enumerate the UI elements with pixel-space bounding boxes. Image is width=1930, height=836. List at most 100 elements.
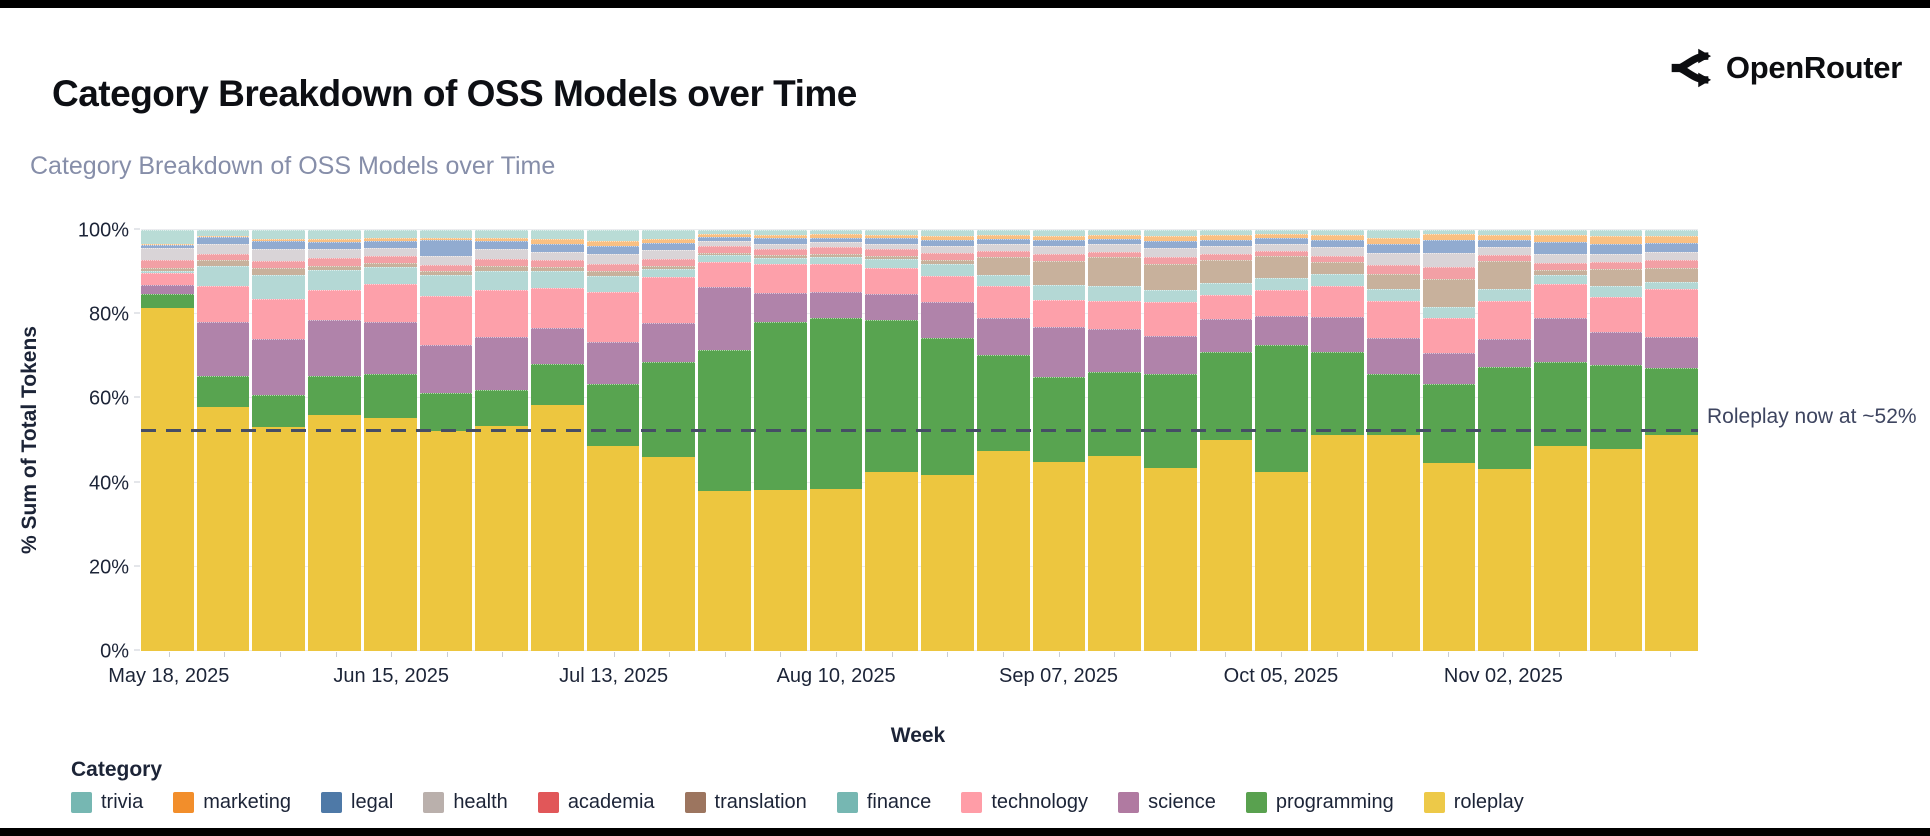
bar-segment-marketing[interactable] — [363, 238, 417, 241]
legend-item-health[interactable]: health — [423, 791, 508, 814]
bar-segment-technology[interactable] — [698, 262, 751, 287]
bar-segment-health[interactable] — [1422, 253, 1476, 267]
bar-segment-roleplay[interactable] — [1366, 435, 1420, 651]
bar-segment-finance[interactable] — [921, 264, 974, 276]
bar-segment-marketing[interactable] — [308, 239, 361, 242]
bar-segment-academia[interactable] — [1478, 255, 1531, 261]
bar-segment-translation[interactable] — [809, 254, 863, 257]
bar-segment-academia[interactable] — [642, 258, 696, 266]
bar-segment-health[interactable] — [865, 243, 919, 249]
bar-week-3[interactable] — [308, 230, 361, 651]
bar-segment-legal[interactable] — [1199, 239, 1253, 247]
bar-segment-roleplay[interactable] — [1422, 463, 1476, 651]
bar-segment-health[interactable] — [1143, 247, 1197, 257]
bar-week-8[interactable] — [586, 230, 640, 651]
bar-week-2[interactable] — [252, 230, 306, 651]
bar-segment-roleplay[interactable] — [809, 488, 863, 651]
bar-segment-technology[interactable] — [642, 277, 696, 324]
bar-segment-legal[interactable] — [308, 241, 361, 250]
bar-segment-health[interactable] — [475, 248, 529, 259]
bar-segment-roleplay[interactable] — [753, 490, 807, 651]
bar-segment-academia[interactable] — [1255, 250, 1309, 256]
bar-segment-academia[interactable] — [1143, 257, 1197, 265]
bar-segment-science[interactable] — [1143, 335, 1197, 374]
bar-segment-marketing[interactable] — [1088, 235, 1141, 239]
bar-segment-programming[interactable] — [1645, 368, 1699, 436]
bar-segment-finance[interactable] — [865, 258, 919, 268]
bar-segment-trivia[interactable] — [753, 230, 807, 236]
bar-segment-roleplay[interactable] — [1255, 471, 1309, 651]
bar-segment-academia[interactable] — [196, 253, 250, 261]
bar-segment-health[interactable] — [921, 245, 974, 253]
bar-segment-translation[interactable] — [1533, 270, 1587, 276]
bar-segment-academia[interactable] — [865, 249, 919, 256]
bar-segment-academia[interactable] — [753, 248, 807, 256]
bar-segment-finance[interactable] — [1589, 286, 1643, 297]
bar-segment-marketing[interactable] — [976, 235, 1030, 239]
bar-segment-roleplay[interactable] — [141, 308, 194, 651]
bar-segment-roleplay[interactable] — [1478, 469, 1531, 651]
bar-segment-translation[interactable] — [252, 268, 306, 276]
bar-segment-technology[interactable] — [419, 296, 473, 345]
bar-segment-finance[interactable] — [1255, 278, 1309, 290]
bar-segment-health[interactable] — [1032, 246, 1086, 255]
bar-segment-health[interactable] — [1589, 253, 1643, 263]
bar-segment-roleplay[interactable] — [252, 427, 306, 651]
bar-segment-technology[interactable] — [196, 285, 250, 322]
bar-segment-science[interactable] — [1478, 339, 1531, 368]
bar-segment-trivia[interactable] — [1199, 230, 1253, 236]
bar-segment-programming[interactable] — [141, 293, 194, 309]
bar-segment-health[interactable] — [363, 247, 417, 257]
bar-segment-programming[interactable] — [921, 338, 974, 476]
bar-segment-academia[interactable] — [1199, 254, 1253, 260]
bar-week-26[interactable] — [1589, 230, 1643, 651]
bar-segment-marketing[interactable] — [1032, 235, 1086, 241]
legend-item-academia[interactable]: academia — [537, 791, 655, 814]
bar-segment-technology[interactable] — [809, 264, 863, 293]
bar-segment-roleplay[interactable] — [196, 406, 250, 651]
bar-segment-marketing[interactable] — [531, 238, 584, 244]
bar-segment-science[interactable] — [363, 321, 417, 374]
bar-segment-technology[interactable] — [753, 264, 807, 294]
bar-segment-finance[interactable] — [419, 275, 473, 297]
bar-week-25[interactable] — [1533, 230, 1587, 651]
bar-segment-health[interactable] — [252, 249, 306, 262]
bar-segment-legal[interactable] — [1645, 243, 1699, 252]
bar-segment-technology[interactable] — [531, 288, 584, 329]
bar-segment-translation[interactable] — [1589, 269, 1643, 287]
bar-segment-finance[interactable] — [1032, 284, 1086, 300]
bar-segment-translation[interactable] — [1199, 259, 1253, 284]
bar-segment-trivia[interactable] — [586, 230, 640, 241]
bar-segment-roleplay[interactable] — [921, 475, 974, 651]
bar-segment-translation[interactable] — [1088, 256, 1141, 287]
bar-segment-roleplay[interactable] — [642, 456, 696, 651]
bar-week-10[interactable] — [698, 230, 751, 651]
bar-week-18[interactable] — [1143, 230, 1197, 651]
bar-segment-science[interactable] — [865, 294, 919, 321]
bar-week-6[interactable] — [475, 230, 529, 651]
bar-segment-academia[interactable] — [1589, 262, 1643, 270]
bar-segment-health[interactable] — [1645, 251, 1699, 260]
bar-segment-programming[interactable] — [1533, 362, 1587, 446]
legend-item-legal[interactable]: legal — [321, 791, 393, 814]
bar-segment-technology[interactable] — [252, 299, 306, 340]
bar-segment-science[interactable] — [1422, 352, 1476, 385]
bar-segment-technology[interactable] — [475, 290, 529, 337]
bar-segment-legal[interactable] — [1143, 240, 1197, 248]
bar-segment-academia[interactable] — [363, 256, 417, 263]
bar-segment-finance[interactable] — [976, 275, 1030, 287]
bar-segment-marketing[interactable] — [1533, 235, 1587, 242]
bar-segment-technology[interactable] — [921, 275, 974, 302]
bar-segment-translation[interactable] — [1311, 261, 1364, 275]
bar-segment-science[interactable] — [308, 320, 361, 377]
bar-segment-legal[interactable] — [753, 238, 807, 244]
bar-segment-programming[interactable] — [1255, 345, 1309, 472]
bar-segment-technology[interactable] — [865, 267, 919, 295]
bar-segment-health[interactable] — [698, 241, 751, 247]
bar-segment-finance[interactable] — [753, 257, 807, 265]
bar-segment-programming[interactable] — [1422, 384, 1476, 464]
bar-segment-translation[interactable] — [1422, 278, 1476, 308]
bar-segment-academia[interactable] — [141, 260, 194, 268]
bar-segment-trivia[interactable] — [252, 230, 306, 239]
bar-segment-academia[interactable] — [1088, 251, 1141, 257]
